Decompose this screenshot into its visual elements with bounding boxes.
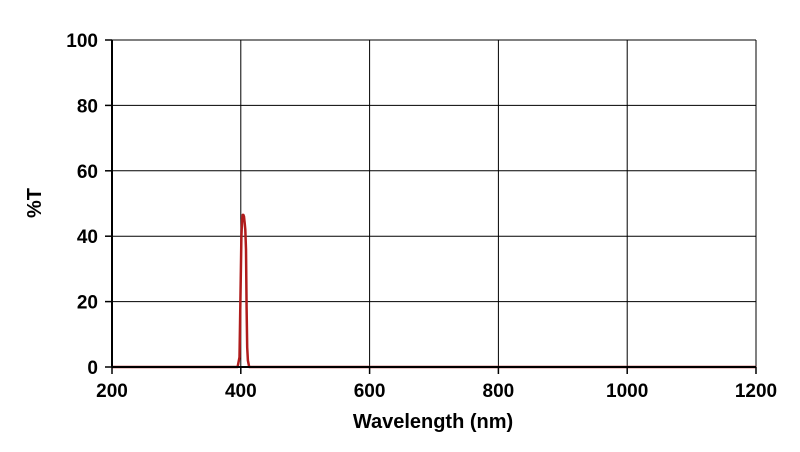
y-tick-label: 20 bbox=[77, 293, 98, 314]
x-tick-label: 400 bbox=[225, 381, 257, 402]
axes bbox=[105, 39, 757, 374]
series-layer bbox=[111, 213, 757, 369]
x-tick-label: 200 bbox=[96, 381, 128, 402]
data-point bbox=[243, 216, 245, 218]
data-point bbox=[246, 307, 248, 309]
grid bbox=[112, 39, 757, 367]
data-point bbox=[240, 274, 242, 276]
y-tick-label: 100 bbox=[66, 31, 98, 52]
data-point bbox=[241, 219, 243, 221]
transmission-curve bbox=[112, 213, 756, 369]
data-point bbox=[238, 356, 241, 358]
y-tick-label: 40 bbox=[77, 227, 98, 248]
x-tick-label: 600 bbox=[354, 381, 386, 402]
x-tick-label: 1000 bbox=[606, 381, 648, 402]
x-tick-labels: 200 400 600 800 1000 1200 bbox=[96, 381, 777, 402]
data-point bbox=[246, 346, 248, 348]
y-tick-label: 60 bbox=[77, 162, 98, 183]
data-point bbox=[245, 248, 247, 250]
y-tick-label: 80 bbox=[77, 96, 98, 117]
data-point bbox=[244, 229, 246, 231]
y-axis-title: %T bbox=[24, 188, 46, 218]
data-point bbox=[242, 214, 244, 216]
data-point bbox=[247, 359, 249, 362]
y-tick-labels: 0 20 40 60 80 100 bbox=[66, 31, 98, 379]
x-tick-label: 1200 bbox=[735, 381, 777, 402]
x-tick-label: 800 bbox=[483, 381, 515, 402]
data-point bbox=[240, 235, 242, 237]
x-axis-title: Wavelength (nm) bbox=[353, 411, 513, 433]
data-point bbox=[244, 222, 246, 224]
y-tick-label: 0 bbox=[87, 358, 98, 379]
